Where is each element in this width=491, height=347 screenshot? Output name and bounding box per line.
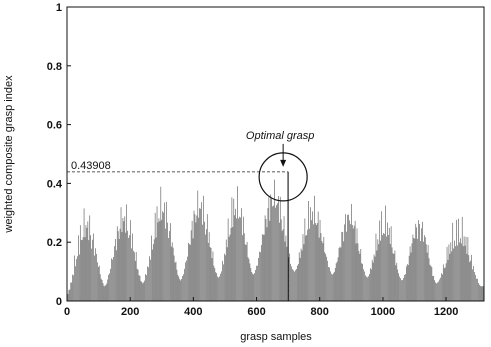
x-tick-label: 1000 <box>371 306 395 318</box>
bars-layer <box>66 171 484 301</box>
x-tick-label: 600 <box>247 306 265 318</box>
plot-frame <box>66 6 485 302</box>
y-tick-label: 0 <box>56 296 62 308</box>
x-tick-label: 800 <box>311 306 329 318</box>
x-tick-label: 1200 <box>434 306 458 318</box>
y-tick-label: 1 <box>56 2 62 14</box>
x-tick-label: 0 <box>64 306 70 318</box>
optimal-value-label: 0.43908 <box>71 160 111 172</box>
x-ticks: 0 200 400 600 800 1000 1200 <box>64 297 458 318</box>
optimal-grasp-label: Optimal grasp <box>246 130 314 142</box>
annotation-layer: Optimal grasp 0.43908 <box>67 130 314 301</box>
x-tick-label: 200 <box>121 306 139 318</box>
x-tick-label: 400 <box>184 306 202 318</box>
y-tick-label: 0.2 <box>47 237 62 249</box>
y-tick-label: 0.4 <box>47 178 63 190</box>
optimal-grasp-arrowhead <box>280 159 287 167</box>
y-tick-label: 0.8 <box>47 61 62 73</box>
y-ticks: 0 0.2 0.4 0.6 0.8 1 <box>47 2 71 308</box>
y-axis-title: weighted composite grasp index <box>3 75 15 234</box>
y-tick-label: 0.6 <box>47 120 62 132</box>
x-axis-title: grasp samples <box>240 331 312 343</box>
